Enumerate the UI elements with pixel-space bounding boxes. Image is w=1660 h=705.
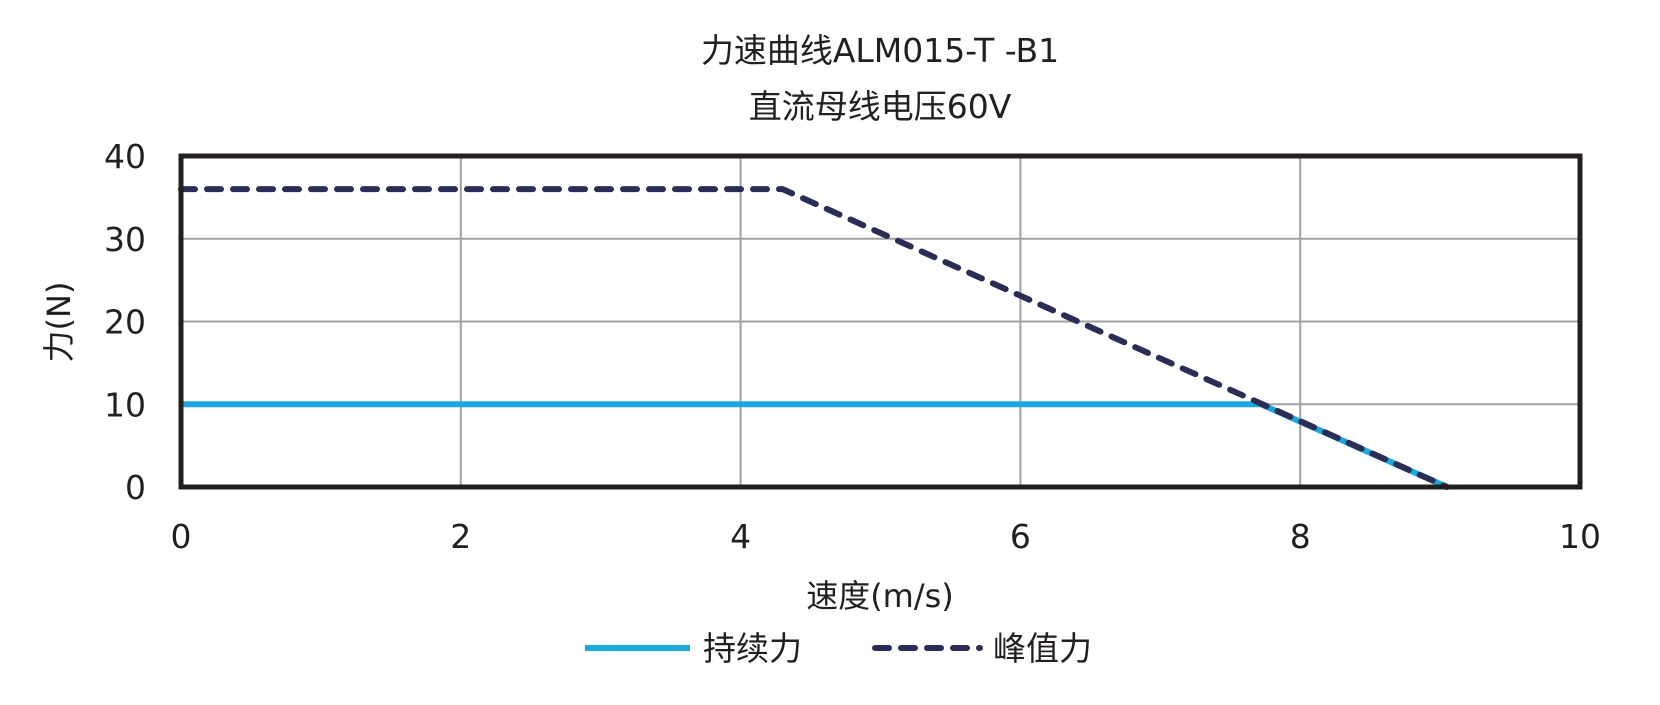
legend-label: 持续力: [703, 629, 802, 668]
y-tick-label: 10: [104, 385, 146, 424]
y-tick-label: 40: [104, 137, 146, 176]
series-line-2: [178, 186, 1451, 490]
y-tick-label: 30: [104, 220, 146, 259]
x-tick-label: 4: [730, 517, 751, 556]
x-tick-label: 0: [171, 517, 192, 556]
series-layer: [178, 186, 1451, 490]
chart-subtitle: 直流母线电压60V: [749, 87, 1012, 126]
y-axis-label: 力(N): [40, 282, 78, 363]
x-tick-label: 10: [1559, 517, 1601, 556]
grid: [180, 155, 1581, 488]
chart-title: 力速曲线ALM015-T -B1: [701, 31, 1059, 70]
legend: 持续力 峰值力: [585, 629, 1092, 668]
x-tick-label: 6: [1010, 517, 1031, 556]
plot-frame: [178, 153, 1583, 490]
tick-labels: 0 2 4 6 8 10 0 10 20 30 40: [104, 137, 1601, 556]
x-axis-label: 速度(m/s): [806, 577, 954, 615]
series-line-1: [181, 401, 1449, 490]
y-tick-label: 0: [125, 468, 146, 507]
x-tick-label: 2: [450, 517, 471, 556]
y-tick-label: 20: [104, 303, 146, 342]
x-tick-label: 8: [1290, 517, 1311, 556]
legend-label: 峰值力: [993, 629, 1092, 668]
